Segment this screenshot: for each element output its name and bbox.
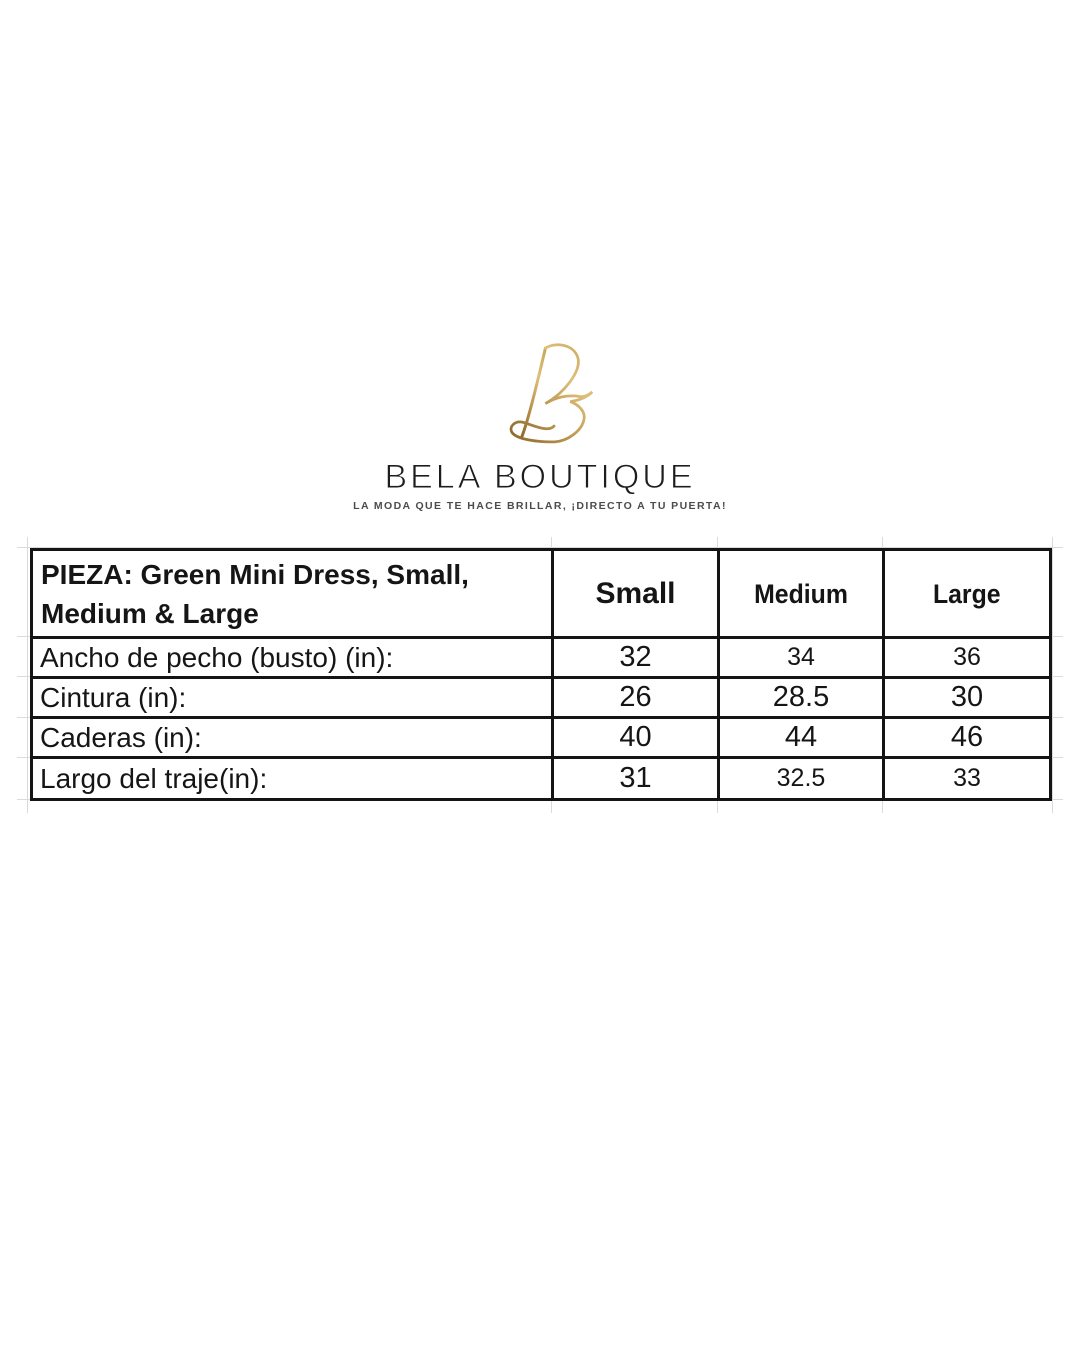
value-large: 33 xyxy=(882,756,1052,801)
gridline-stub xyxy=(27,537,28,813)
gold-script-b-icon xyxy=(509,343,594,444)
brand-name: BELA BOUTIQUE xyxy=(384,458,696,497)
value-small: 40 xyxy=(551,716,720,759)
row-label: Ancho de pecho (busto) (in): xyxy=(30,636,554,679)
column-header-large-label: Large xyxy=(933,578,1001,609)
value-large: 36 xyxy=(882,636,1052,679)
size-chart-table: PIEZA: Green Mini Dress, Small, Medium &… xyxy=(30,548,1052,801)
value-medium: 28.5 xyxy=(717,676,885,719)
table-row-waist: Cintura (in): 26 28.5 30 xyxy=(30,676,1052,719)
table-row-bust: Ancho de pecho (busto) (in): 32 34 36 xyxy=(30,636,1052,679)
header-row: PIEZA: Green Mini Dress, Small, Medium &… xyxy=(30,548,1052,639)
value-small: 31 xyxy=(551,756,720,801)
value-large: 30 xyxy=(882,676,1052,719)
item-label: PIEZA: Green Mini Dress, Small, Medium &… xyxy=(30,548,554,639)
gridline-stub xyxy=(17,547,1063,548)
column-header-medium-label: Medium xyxy=(754,578,848,609)
value-medium: 44 xyxy=(717,716,885,759)
column-header-large: Large xyxy=(882,548,1052,639)
table-row-hips: Caderas (in): 40 44 46 xyxy=(30,716,1052,759)
row-label: Caderas (in): xyxy=(30,716,554,759)
gridline-stub xyxy=(1052,537,1053,813)
value-small: 26 xyxy=(551,676,720,719)
row-label: Cintura (in): xyxy=(30,676,554,719)
column-header-small: Small xyxy=(551,548,720,639)
row-label: Largo del traje(in): xyxy=(30,756,554,801)
table-row-length: Largo del traje(in): 31 32.5 33 xyxy=(30,756,1052,801)
value-small: 32 xyxy=(551,636,720,679)
value-medium: 32.5 xyxy=(717,756,885,801)
value-large: 46 xyxy=(882,716,1052,759)
value-medium: 34 xyxy=(717,636,885,679)
column-header-medium: Medium xyxy=(717,548,885,639)
brand-tagline: LA MODA QUE TE HACE BRILLAR, ¡DIRECTO A … xyxy=(353,500,727,512)
